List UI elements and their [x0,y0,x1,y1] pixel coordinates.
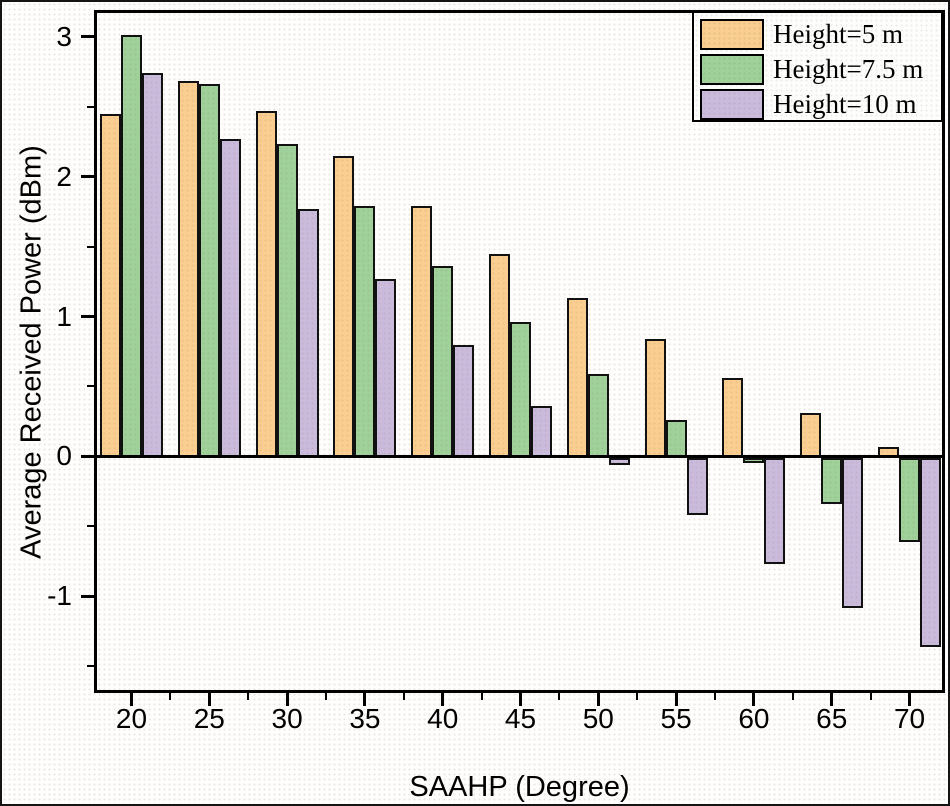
x-minor-tick [636,693,639,700]
y-major-tick [81,175,94,179]
x-tick-label: 65 [816,703,848,734]
bar-series2-x50 [587,373,609,458]
y-tick-label: 0 [56,440,72,472]
bar-series2-x60 [743,457,765,464]
y-minor-tick [87,245,94,248]
legend-swatch-height-10m [700,88,764,120]
bar-series3-x65 [842,457,864,608]
bar-series1-x20 [100,113,121,458]
x-major-tick [752,693,756,706]
y-minor-tick [87,105,94,108]
x-major-tick [207,693,211,706]
bar-series3-x60 [764,457,786,565]
bar-series2-x55 [665,420,687,458]
y-major-tick [81,594,94,598]
x-major-tick [596,693,600,706]
x-major-tick [908,693,912,706]
x-tick-label: 45 [504,703,537,734]
legend-label-height-10m: Height=10 m [773,88,917,119]
x-minor-tick [325,693,327,700]
bar-series2-x45 [510,322,531,458]
y-minor-tick [87,525,94,528]
bar-series3-x25 [219,138,241,458]
bar-series2-x40 [432,266,454,458]
x-major-tick [363,693,367,706]
y-major-tick [81,315,94,318]
x-minor-tick [402,693,405,700]
bar-series2-x30 [276,144,298,458]
legend-label-height-5m: Height=5 m [773,18,903,49]
x-minor-tick [169,693,172,700]
bar-series1-x60 [722,378,744,458]
bar-series2-x25 [198,84,220,458]
y-minor-tick [87,385,94,388]
x-major-tick [830,693,834,706]
x-major-tick [441,693,445,706]
y-tick-label: 1 [56,300,72,332]
bar-series1-x25 [177,81,199,458]
bar-series1-x45 [489,253,510,458]
x-major-tick [130,693,133,706]
x-tick-label: 25 [193,703,225,734]
legend: Height=5 m Height=7.5 m Height=10 m [692,11,943,122]
bar-series3-x40 [453,344,475,458]
x-tick-label: 30 [271,703,303,734]
x-minor-tick [714,693,717,700]
plot-area: Height=5 m Height=7.5 m Height=10 m [94,10,945,693]
x-tick-label: 55 [660,703,692,734]
bar-series1-x35 [333,155,355,458]
bar-series1-x65 [800,413,822,458]
legend-swatch-height-5m [700,18,764,50]
bar-series3-x20 [142,72,163,458]
bar-series3-x70 [920,457,942,647]
legend-item-height-5m: Height=5 m [700,17,941,51]
x-tick-label: 40 [427,703,459,734]
x-tick-label: 70 [893,703,926,734]
bar-series1-x50 [566,298,588,458]
bar-series2-x65 [821,457,843,505]
y-minor-tick [87,665,94,668]
bar-series3-x50 [608,457,630,465]
y-tick-label: -1 [47,580,72,612]
bar-series2-x35 [354,205,376,458]
bar-series1-x55 [644,338,666,458]
x-minor-tick [558,693,561,700]
legend-item-height-7-5m: Height=7.5 m [700,52,941,86]
bar-series3-x55 [686,457,708,516]
bar-series2-x20 [121,35,142,458]
x-minor-tick [247,693,250,700]
x-major-tick [519,693,522,706]
x-minor-tick [791,693,794,700]
x-minor-tick [480,693,483,700]
y-major-tick [81,35,94,39]
x-tick-label: 35 [349,703,381,734]
x-major-tick [674,693,678,706]
legend-swatch-height-7-5m [700,53,764,85]
x-minor-tick [869,693,872,700]
y-major-tick [81,454,94,458]
bar-series3-x35 [375,278,397,458]
y-tick-label: 3 [56,20,72,52]
y-tick-label: 2 [56,160,72,192]
x-tick-label: 20 [115,703,148,734]
x-tick-label: 60 [738,703,770,734]
y-axis-title: Average Received Power (dBm) [15,145,48,559]
bar-series3-x30 [297,208,319,458]
x-axis-title: SAAHP (Degree) [409,771,630,803]
bar-series1-x30 [255,110,277,458]
x-tick-label: 50 [582,703,614,734]
legend-item-height-10m: Height=10 m [700,87,941,121]
bar-series3-x45 [531,406,552,458]
legend-label-height-7-5m: Height=7.5 m [773,53,924,84]
zero-axis-line [94,454,945,458]
bar-series2-x70 [899,457,921,542]
bar-series1-x40 [411,205,433,458]
x-major-tick [285,693,289,706]
